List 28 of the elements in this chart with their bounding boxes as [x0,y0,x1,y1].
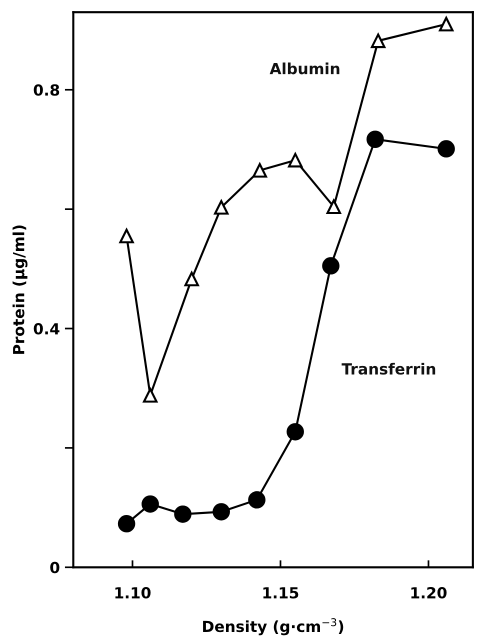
y-tick-label: 0.8 [34,84,60,96]
point [438,16,454,32]
point [370,34,386,48]
x-tick-label: 1.15 [263,587,298,599]
point [174,505,192,523]
y-tick-label: 0.4 [34,322,60,335]
point [119,228,134,244]
series-label: Albumin [270,62,340,74]
point [214,200,229,215]
y-axis-title: Protein (µg/ml) [12,225,28,354]
point [366,130,384,148]
point [118,515,136,532]
point [252,163,268,178]
point [142,495,159,513]
text: Transferrin [342,362,436,375]
point [184,272,199,286]
point [326,199,342,214]
x-axis-title: Density (g·cm$^{−3}$) [203,618,344,636]
point [248,491,266,509]
x-tick-label: 1.20 [411,587,447,599]
x-tick-label: 1.10 [115,587,151,599]
point [142,388,158,403]
point [438,140,455,158]
y-tick-label: 0 [50,562,60,574]
point [288,152,303,168]
point [286,423,304,440]
point [322,257,340,275]
point [212,503,230,520]
